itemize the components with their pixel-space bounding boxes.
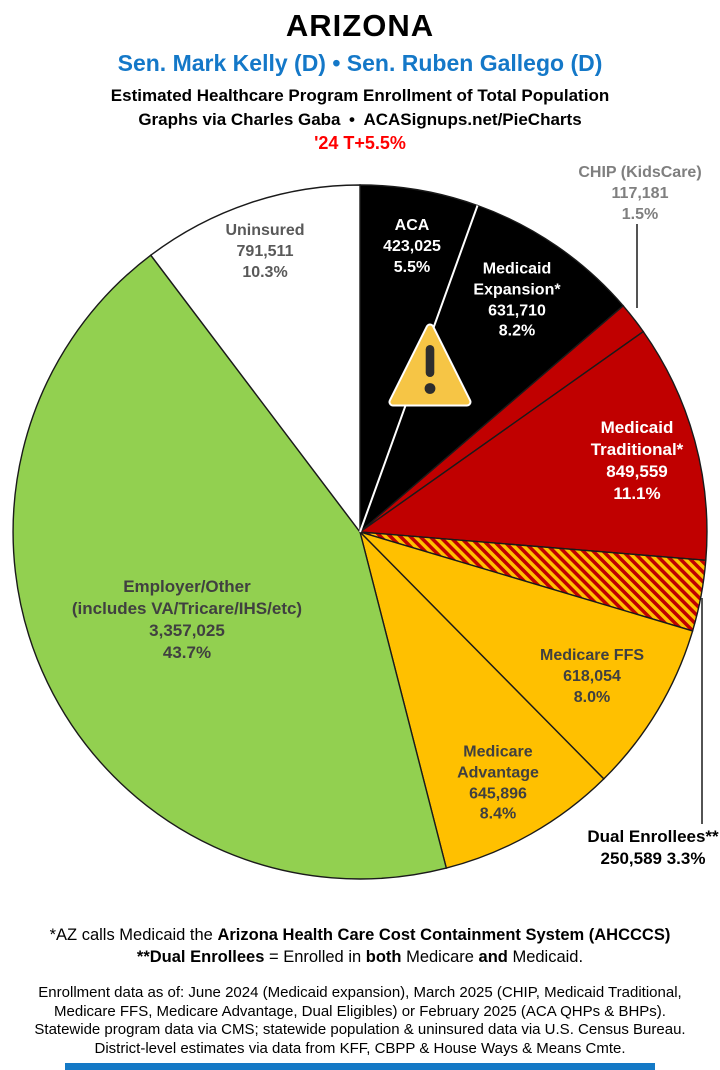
pie-slice-6 [358, 529, 605, 869]
bottom-accent-bar [65, 1063, 655, 1070]
partisan-trend-label: '24 T+5.5% [314, 133, 406, 153]
page-title: ARIZONA [285, 8, 435, 43]
warning-exclamation-dot [424, 383, 436, 394]
pie-slice-3 [358, 330, 708, 562]
footnote-dual-enrollees: **Dual Enrollees = Enrolled in both Medi… [136, 948, 584, 966]
subtitle-credit: Graphs via Charles Gaba • ACASignups.net… [138, 110, 582, 129]
warning-triangle-icon [388, 323, 472, 407]
pie-slice-8 [149, 184, 361, 535]
pie-slice-7 [12, 254, 448, 880]
footnote-ahcccs: *AZ calls Medicaid the Arizona Health Ca… [49, 926, 671, 944]
senators-line: Sen. Mark Kelly (D) • Sen. Ruben Gallego… [117, 50, 603, 76]
subtitle-enrollment: Estimated Healthcare Program Enrollment … [110, 86, 610, 105]
pie-slice-5 [359, 531, 694, 780]
footnotes-block: *AZ calls Medicaid the Arizona Health Ca… [0, 924, 720, 968]
warning-exclamation-bar [425, 345, 435, 377]
source-paragraph: Enrollment data as of: June 2024 (Medica… [34, 984, 686, 1057]
pie-slice-1 [358, 204, 625, 535]
